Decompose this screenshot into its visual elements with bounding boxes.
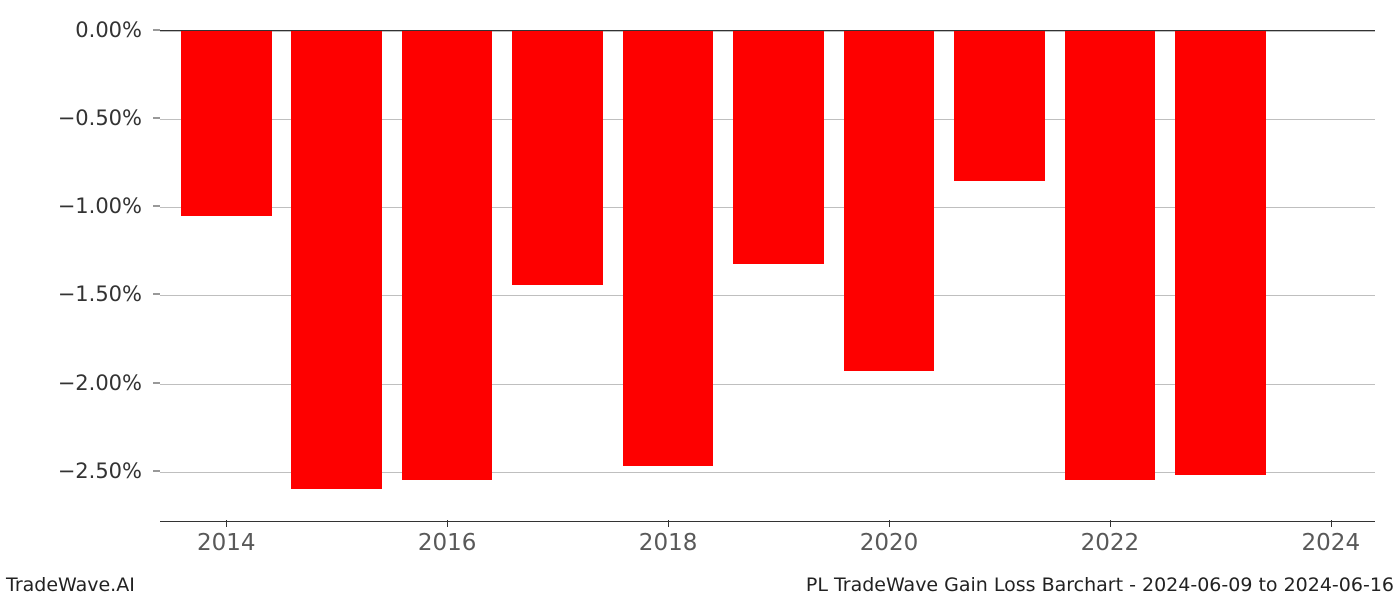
bar: [733, 31, 824, 264]
x-tick-label: 2022: [1081, 530, 1140, 556]
x-tick-mark: [1110, 520, 1111, 527]
x-tick-mark: [889, 520, 890, 527]
y-tick-mark: [153, 30, 160, 31]
y-tick-label: −0.50%: [0, 106, 142, 130]
bar: [512, 31, 603, 285]
bar: [844, 31, 935, 371]
y-tick-mark: [153, 118, 160, 119]
y-tick-label: −1.00%: [0, 194, 142, 218]
bar: [1175, 31, 1266, 475]
y-tick-label: −2.50%: [0, 459, 142, 483]
y-tick-mark: [153, 470, 160, 471]
x-tick-mark: [668, 520, 669, 527]
x-tick-label: 2018: [639, 530, 698, 556]
footer-left-label: TradeWave.AI: [6, 574, 135, 596]
x-tick-label: 2014: [197, 530, 256, 556]
y-tick-label: −1.50%: [0, 282, 142, 306]
plot-area: [160, 30, 1375, 522]
bar: [623, 31, 714, 466]
bar: [1065, 31, 1156, 480]
x-tick-label: 2024: [1302, 530, 1361, 556]
bar: [402, 31, 493, 480]
x-tick-label: 2020: [860, 530, 919, 556]
y-tick-mark: [153, 206, 160, 207]
bar: [291, 31, 382, 489]
x-tick-label: 2016: [418, 530, 477, 556]
y-tick-label: −2.00%: [0, 371, 142, 395]
y-tick-label: 0.00%: [0, 18, 142, 42]
bar: [954, 31, 1045, 181]
x-tick-mark: [226, 520, 227, 527]
x-tick-mark: [447, 520, 448, 527]
x-tick-mark: [1331, 520, 1332, 527]
bar: [181, 31, 272, 216]
y-tick-mark: [153, 294, 160, 295]
chart-container: 0.00% −0.50% −1.00% −1.50% −2.00% −2.50% 2014…: [0, 0, 1400, 600]
y-tick-mark: [153, 382, 160, 383]
footer-right-label: PL TradeWave Gain Loss Barchart - 2024-0…: [806, 574, 1394, 596]
